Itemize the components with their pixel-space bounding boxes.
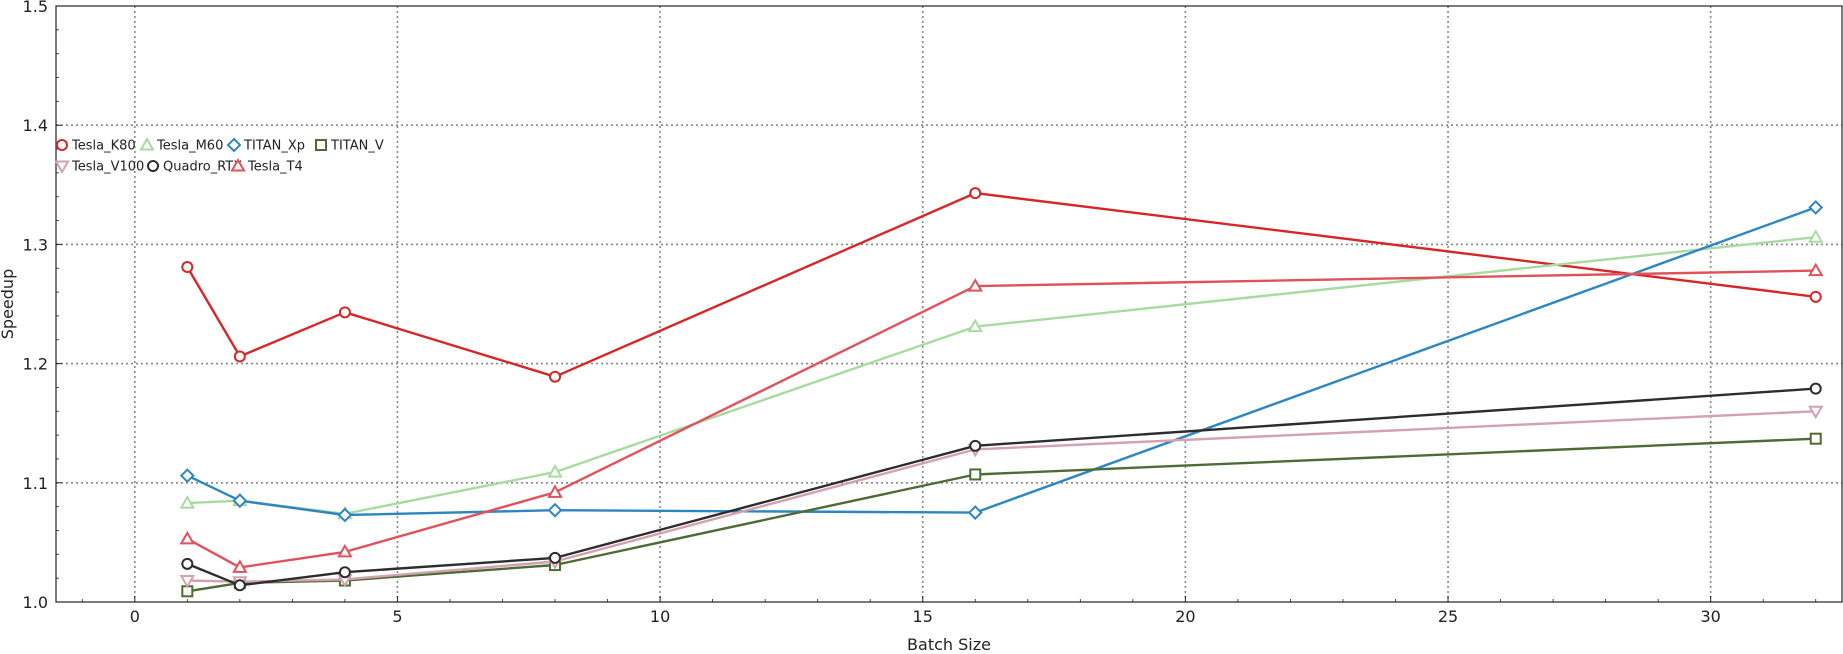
data-point-titan-xp	[337, 507, 353, 523]
series-lines	[179, 187, 1824, 598]
data-point-tesla-m60	[1808, 229, 1824, 243]
data-point-tesla-t4	[337, 543, 353, 558]
data-point-tesla-t4	[547, 484, 563, 498]
x-tick-label: 30	[1700, 607, 1720, 626]
series-quadro-rtx	[181, 382, 1822, 592]
data-point-tesla-v100	[179, 575, 196, 589]
y-tick-label: 1.1	[23, 474, 48, 493]
data-point-titan-xp	[179, 468, 195, 484]
y-tick-label: 1.4	[23, 116, 48, 135]
data-point-tesla-v100	[1808, 405, 1824, 420]
legend-item-tesla-m60: Tesla_M60	[139, 136, 223, 154]
legend-item-tesla-t4: Tesla_T4	[230, 157, 303, 175]
legend-item-titan-xp: TITAN_Xp	[226, 137, 305, 154]
legend-label-quadro-rtx: Quadro_RTX	[163, 160, 242, 175]
data-point-tesla-t4	[967, 278, 983, 292]
x-tick-label: 5	[392, 607, 402, 626]
series-line-tesla-m60	[187, 236, 1816, 515]
series-line-tesla-k80	[186, 191, 1816, 378]
data-point-tesla-m60	[179, 495, 196, 509]
legend-label-titan-xp: TITAN_Xp	[243, 139, 305, 154]
data-point-titan-v	[1809, 432, 1822, 445]
x-tick-label: 20	[1175, 607, 1195, 626]
legend-marker-tesla-v100	[54, 160, 70, 175]
y-axis-label: Speedup	[0, 269, 17, 339]
legend-item-tesla-k80: Tesla_K80	[56, 139, 136, 154]
data-point-tesla-k80	[549, 370, 562, 383]
data-point-tesla-t4	[232, 559, 248, 573]
legend-item-titan-v: TITAN_V	[315, 139, 384, 154]
y-tick-label: 1.5	[23, 0, 48, 16]
legend: Tesla_K80 Tesla_M60 TITAN_Xp TITAN_V Tesla_V…	[54, 136, 384, 175]
data-point-tesla-m60	[967, 318, 983, 333]
series-line-titan-v	[187, 437, 1816, 593]
legend-label-tesla-k80: Tesla_K80	[71, 139, 136, 154]
legend-label-tesla-t4: Tesla_T4	[247, 160, 303, 175]
data-point-quadro-rtx	[1809, 382, 1822, 395]
data-point-quadro-rtx	[338, 566, 351, 579]
series-line-quadro-rtx	[186, 387, 1816, 587]
legend-marker-tesla-m60	[139, 136, 155, 151]
legend-marker-titan-xp	[226, 137, 242, 153]
legend-label-tesla-v100: Tesla_V100	[71, 160, 144, 175]
data-point-titan-xp	[232, 493, 248, 509]
data-point-tesla-k80	[1809, 290, 1822, 303]
legend-label-tesla-m60: Tesla_M60	[156, 139, 223, 154]
legend-label-titan-v: TITAN_V	[330, 139, 384, 154]
x-axis-label: Batch Size	[907, 635, 991, 654]
x-tick-label: 10	[650, 607, 670, 626]
data-point-quadro-rtx	[233, 579, 246, 592]
legend-marker-tesla-t4	[230, 157, 246, 172]
legend-marker-quadro-rtx	[147, 160, 159, 172]
data-point-tesla-k80	[233, 350, 246, 363]
y-tick-label: 1.2	[23, 355, 48, 374]
data-point-tesla-t4	[1808, 262, 1824, 277]
data-point-quadro-rtx	[181, 557, 194, 570]
data-point-tesla-m60	[547, 464, 563, 478]
data-point-titan-xp	[1808, 200, 1824, 215]
data-point-titan-xp	[967, 505, 983, 521]
axis-ticks: 0 5 10 15 20 25 30 1.0 1.1 1.2 1.3 1.4 1.5	[23, 0, 1817, 626]
legend-marker-titan-v	[315, 139, 327, 151]
data-point-titan-v	[969, 468, 982, 481]
data-point-tesla-k80	[969, 187, 982, 200]
x-tick-label: 25	[1438, 607, 1458, 626]
series-tesla-k80	[181, 187, 1822, 383]
legend-item-quadro-rtx: Quadro_RTX	[147, 160, 242, 175]
x-tick-label: 15	[913, 607, 933, 626]
data-point-quadro-rtx	[969, 439, 982, 452]
plot-frame	[55, 5, 1843, 603]
data-point-titan-xp	[547, 502, 563, 518]
series-line-tesla-t4	[186, 269, 1816, 569]
data-point-tesla-t4	[179, 530, 196, 545]
data-point-tesla-k80	[181, 261, 194, 274]
series-tesla-m60	[179, 229, 1824, 520]
x-tick-label: 0	[130, 607, 140, 626]
legend-marker-tesla-k80	[56, 139, 68, 151]
data-point-quadro-rtx	[549, 551, 562, 564]
y-tick-label: 1.0	[23, 593, 48, 612]
series-titan-xp	[179, 200, 1824, 523]
legend-item-tesla-v100: Tesla_V100	[54, 160, 144, 175]
series-line-titan-xp	[186, 206, 1817, 517]
y-tick-label: 1.3	[23, 235, 48, 254]
data-point-tesla-k80	[338, 306, 351, 319]
series-tesla-t4	[179, 262, 1824, 573]
